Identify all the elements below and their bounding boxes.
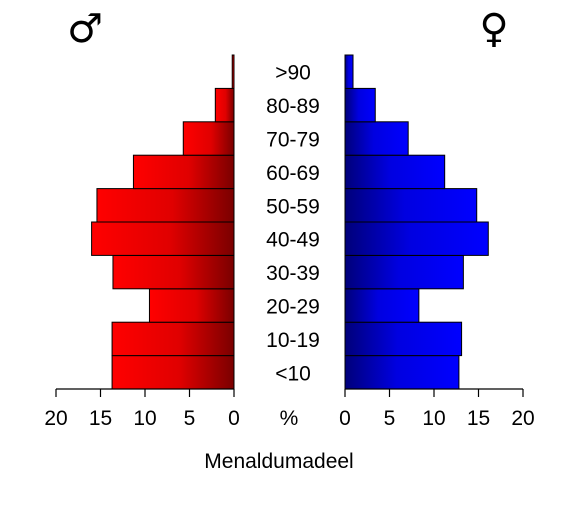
left-tick-label-15: 15 [89,407,112,430]
age-label-4: 40-49 [266,229,320,252]
female-bar-4 [344,221,489,256]
male-bar-9 [231,54,235,89]
male-bar-4 [91,221,235,256]
male-bars [91,54,235,390]
female-bar-3 [344,254,464,290]
female-bar-0 [344,355,460,390]
female-bar-2 [344,288,420,323]
female-bar-1 [344,321,463,357]
female-bar-6 [344,154,446,190]
male-bar-2 [148,288,235,323]
age-label-3: 30-39 [266,262,320,285]
age-label-5: 50-59 [266,195,320,218]
left-tick-label-10: 10 [133,407,156,430]
age-label-9: >90 [275,62,311,85]
x-axis-label: Menaldumadeel [204,450,353,473]
age-label-1: 10-19 [266,329,320,352]
age-labels: <10 10-19 20-29 30-39 40-49 50-59 60-69 70-79 80… [266,62,320,386]
left-tick-label-20: 20 [44,407,67,430]
age-label-2: 20-29 [266,296,320,319]
x-axes: 20 15 10 5 0 0 5 10 15 20% [44,388,535,430]
right-tick-label-10: 10 [422,407,445,430]
female-bar-5 [344,188,478,223]
age-label-0: <10 [275,362,311,385]
male-symbol: ♂ [67,6,103,52]
age-label-8: 80-89 [266,95,320,118]
right-tick-label-5: 5 [384,407,396,430]
left-tick-label-5: 5 [184,407,196,430]
male-bar-5 [96,188,235,223]
male-bar-0 [111,355,235,390]
male-bar-3 [112,254,235,290]
age-label-7: 70-79 [266,129,320,152]
male-bar-1 [111,321,235,357]
female-bar-7 [344,121,409,156]
male-bar-7 [182,121,235,156]
left-tick-label-0: 0 [228,407,240,430]
male-bar-8 [214,87,235,123]
female-symbol: ♀ [479,6,508,52]
right-tick-label-15: 15 [467,407,490,430]
right-tick-label-20: 20 [511,407,534,430]
male-bar-6 [132,154,235,190]
right-tick-label-0: 0 [339,407,351,430]
female-bars [344,54,489,390]
percent-label: % [280,407,299,430]
female-bar-9 [344,54,354,89]
age-label-6: 60-69 [266,162,320,185]
female-bar-8 [344,87,376,123]
